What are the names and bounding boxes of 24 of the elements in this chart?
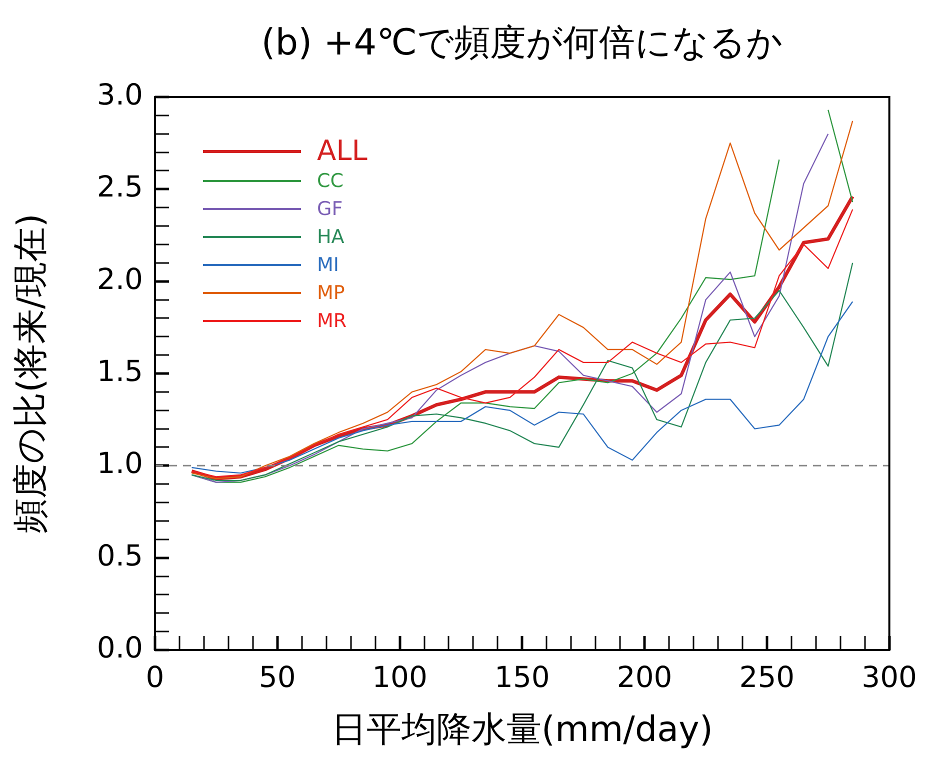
x-axis-title: 日平均降水量(mm/day) xyxy=(331,710,713,750)
x-tick-label: 150 xyxy=(494,660,550,694)
y-tick-label: 2.5 xyxy=(96,170,143,204)
text: MP xyxy=(317,282,345,304)
y-tick-label: 1.0 xyxy=(96,446,143,480)
x-tick-label: 0 xyxy=(146,660,164,694)
legend-label: ALL xyxy=(317,134,368,167)
text: HA xyxy=(317,226,344,248)
y-axis-title: 頻度の比(将来/現在) xyxy=(11,213,52,534)
y-tick-label: 2.0 xyxy=(96,262,143,296)
text: CC xyxy=(317,170,344,192)
x-tick-label: 250 xyxy=(739,660,795,694)
text: MR xyxy=(317,310,347,332)
y-tick-label: 3.0 xyxy=(96,78,143,112)
x-tick-label: 300 xyxy=(862,660,918,694)
x-tick-label: 200 xyxy=(616,660,672,694)
x-tick-label: 50 xyxy=(258,660,296,694)
y-tick-label: 0.5 xyxy=(96,538,143,572)
y-tick-label: 0.0 xyxy=(96,630,143,665)
text: GF xyxy=(317,198,343,220)
x-tick-label: 100 xyxy=(372,660,428,694)
chart-title: (b) +4℃で頻度が何倍になるか xyxy=(261,22,784,64)
y-tick-label: 1.5 xyxy=(96,354,143,388)
text: MI xyxy=(317,254,339,276)
